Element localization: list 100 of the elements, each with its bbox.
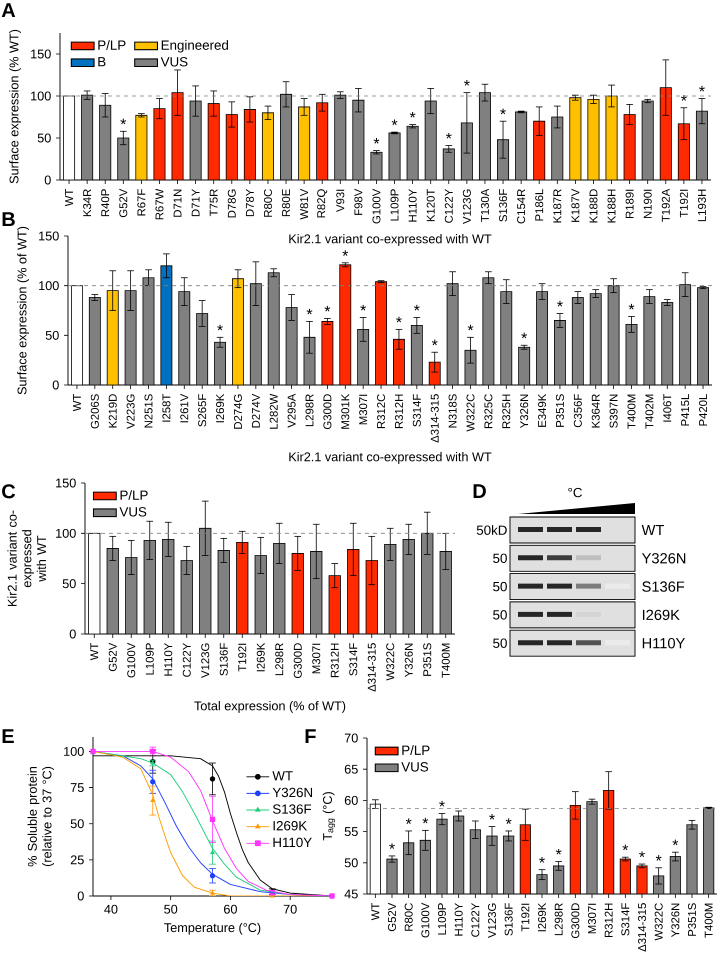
y-tick-label: 70 xyxy=(344,734,358,742)
chart-title: Kir2.1 variant co-expressed with WT xyxy=(289,234,492,246)
y-tick-label: 50 xyxy=(70,819,84,828)
x-tick-label: D71Y xyxy=(192,188,200,216)
legend-label: S136F xyxy=(272,804,312,814)
x-tick-label: 40 xyxy=(104,904,118,914)
y-axis-title: Surface expression (% of WT) xyxy=(17,226,30,394)
x-tick-label: K187R xyxy=(553,189,562,222)
legend-label: Engineered xyxy=(162,40,228,52)
x-tick-label: R312C xyxy=(377,394,386,428)
y-axis-title: % Soluble protein (relative to 37 °C) xyxy=(28,766,54,866)
x-tick-label: M307I xyxy=(588,904,596,934)
y-tick-label: 65 xyxy=(344,764,358,774)
x-tick-label: E349K xyxy=(538,394,546,427)
data-label: * xyxy=(410,112,416,118)
x-tick-label: T192I xyxy=(238,644,246,672)
data-label: * xyxy=(324,306,330,312)
data-label: * xyxy=(672,840,678,846)
y-tick-label: 100 xyxy=(56,528,76,538)
x-tick-label: D274G xyxy=(234,394,242,429)
x-tick-label: I258T xyxy=(162,394,170,422)
x-tick-label: V123G xyxy=(201,644,210,678)
data-label: * xyxy=(414,304,420,310)
legend-label: P/LP xyxy=(402,745,430,755)
x-tick-label: WT xyxy=(90,642,98,660)
x-tick-label: R67W xyxy=(155,188,164,220)
y-axis-title: Kir2.1 variant co-expressed with WT xyxy=(7,510,46,606)
text: S136F xyxy=(642,581,684,592)
x-tick-label: K120T xyxy=(426,188,435,222)
annotation: F xyxy=(306,729,316,744)
data-label: * xyxy=(521,332,528,338)
data-label: * xyxy=(217,324,223,330)
x-tick-label: R82Q xyxy=(317,189,328,218)
x-tick-label: S136F xyxy=(220,643,228,676)
x-tick-label: L109P xyxy=(146,643,154,675)
x-tick-label: M307I xyxy=(312,644,320,674)
y-tick-label: 50 xyxy=(62,579,76,588)
legend-label: B xyxy=(98,57,106,66)
data-label: * xyxy=(374,138,380,144)
legend-label: I269K xyxy=(274,821,308,830)
data-label: * xyxy=(392,120,398,126)
y-tick-label: 50 xyxy=(46,330,59,340)
x-tick-label: I269K xyxy=(216,394,224,422)
x-tick-label: M301K xyxy=(341,394,350,429)
x-tick-label: P351S xyxy=(556,394,564,427)
x-tick-label: C122Y xyxy=(444,188,453,223)
y-tick-label: 55 xyxy=(344,827,358,836)
data-label: * xyxy=(406,818,412,824)
x-tick-label: Y326N xyxy=(671,904,680,938)
x-tick-label: D71N xyxy=(174,190,182,217)
x-tick-label: T400M xyxy=(442,644,450,678)
y-tick-label: 0 xyxy=(44,176,51,184)
data-label: * xyxy=(622,844,628,850)
x-axis-title: Temperature (°C) xyxy=(164,922,260,935)
data-label: * xyxy=(628,304,634,310)
y-tick-label: 25 xyxy=(70,855,84,864)
y-axis-title: Surface expression (% WT) xyxy=(9,30,22,184)
x-tick-label: S314F xyxy=(412,394,421,427)
legend-label: WT xyxy=(272,771,293,780)
x-tick-label: R312H xyxy=(394,394,403,428)
data-label: * xyxy=(306,308,312,314)
data-label: * xyxy=(539,857,545,863)
legend-label: H110Y xyxy=(273,838,312,848)
y-axis-title: T$_{agg}$ (°C) xyxy=(322,792,336,840)
x-tick-label: R80C xyxy=(404,903,413,931)
x-tick-label: V123G xyxy=(462,190,471,224)
x-tick-label: S136F xyxy=(499,189,508,222)
x-tick-label: R67F xyxy=(137,189,146,216)
x-tick-label: P351S xyxy=(423,643,432,676)
x-tick-label: WT xyxy=(73,394,81,412)
x-tick-label: Y326N xyxy=(404,644,413,678)
x-tick-label: I406T xyxy=(663,394,672,422)
x-tick-label: T402M xyxy=(645,394,654,429)
y-tick-label: 100 xyxy=(39,281,59,290)
x-tick-label: T75R xyxy=(210,189,218,216)
legend-label: VUS xyxy=(160,57,188,66)
x-tick-label: G52V xyxy=(119,188,128,218)
x-tick-label: F98V xyxy=(354,188,362,215)
x-tick-label: G100V xyxy=(127,642,136,678)
text: E xyxy=(2,729,14,744)
x-tick-label: G300D xyxy=(571,903,580,938)
x-tick-label: M307I xyxy=(359,394,368,424)
x-tick-label: R312H xyxy=(604,904,613,938)
x-tick-label: H110Y xyxy=(164,642,172,676)
y-tick-label: 0 xyxy=(52,380,59,390)
x-tick-label: H110Y xyxy=(408,188,417,222)
x-tick-label: T192I xyxy=(521,904,530,932)
x-tick-label: G52V xyxy=(388,902,396,932)
x-tick-label: I269K xyxy=(538,902,546,932)
legend-label: VUS xyxy=(120,507,146,517)
data-label: * xyxy=(389,843,395,849)
x-tick-label: I269K xyxy=(256,642,265,672)
x-tick-label: T400M xyxy=(627,394,636,429)
x-tick-label: L109P xyxy=(390,189,399,221)
x-tick-label: V223G xyxy=(126,394,135,429)
text: 50 xyxy=(493,610,507,620)
x-tick-label: L193H xyxy=(698,190,706,222)
x-tick-label: L109P xyxy=(438,903,446,935)
x-tick-label: G206S xyxy=(90,394,99,428)
x-tick-label: WT xyxy=(371,902,380,920)
